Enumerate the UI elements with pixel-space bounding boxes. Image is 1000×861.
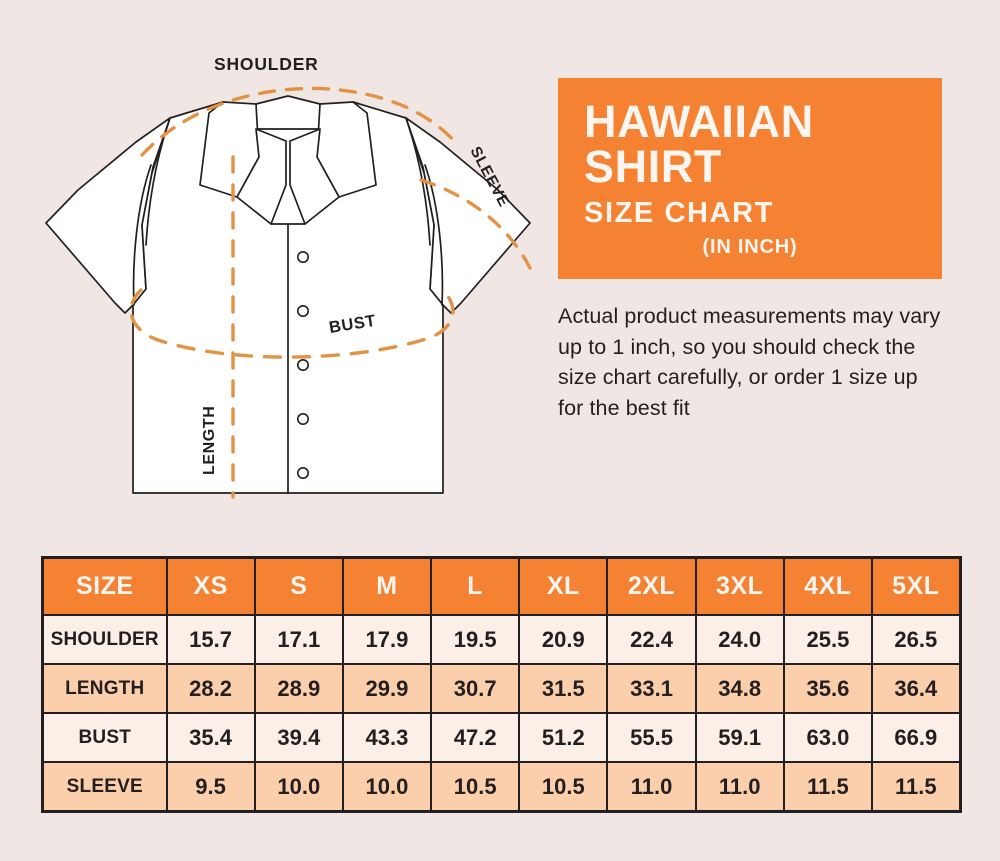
size-table-container: SIZE XS S M L XL 2XL 3XL 4XL 5XL SHOULDE…: [41, 556, 962, 813]
cell-sleeve-xl: 10.5: [518, 761, 609, 813]
bust-measure-line: [129, 288, 455, 359]
header-cell-m: M: [341, 556, 433, 616]
measurement-guides: [129, 86, 532, 499]
cell-shoulder-xs: 15.7: [165, 614, 256, 665]
cell-shoulder-4xl: 25.5: [782, 614, 874, 665]
shirt-outline-group: [45, 95, 531, 494]
table-row: BUST 35.4 39.4 43.3 47.2 51.2 55.5 59.1 …: [41, 712, 962, 763]
cell-bust-s: 39.4: [253, 712, 344, 763]
cell-shoulder-s: 17.1: [253, 614, 344, 665]
cell-length-2xl: 33.1: [606, 663, 697, 714]
button-1: [296, 251, 309, 264]
shirt-diagram: SHOULDER SLEEVE BUST LENGTH: [18, 45, 558, 515]
cell-length-3xl: 34.8: [694, 663, 785, 714]
cell-bust-xl: 51.2: [518, 712, 609, 763]
title-line-hawaiian: HAWAIIAN: [584, 96, 814, 147]
header-cell-s: S: [253, 556, 344, 616]
cell-length-l: 30.7: [430, 663, 521, 714]
size-chart-table: SIZE XS S M L XL 2XL 3XL 4XL 5XL SHOULDE…: [41, 556, 962, 813]
table-header-row: SIZE XS S M L XL 2XL 3XL 4XL 5XL: [41, 556, 962, 616]
row-label-shoulder: SHOULDER: [41, 614, 168, 665]
title-line-size-chart: SIZE CHART: [584, 197, 774, 230]
cell-length-s: 28.9: [253, 663, 344, 714]
header-cell-size: SIZE: [41, 556, 168, 616]
button-4: [296, 412, 309, 425]
button-2: [296, 304, 309, 317]
header-cell-xl: XL: [518, 556, 609, 616]
cell-length-xl: 31.5: [518, 663, 609, 714]
cell-bust-l: 47.2: [430, 712, 521, 763]
cell-length-4xl: 35.6: [782, 663, 874, 714]
cell-bust-3xl: 59.1: [694, 712, 785, 763]
label-length: LENGTH: [201, 406, 218, 475]
cell-sleeve-s: 10.0: [253, 761, 344, 813]
cell-bust-4xl: 63.0: [782, 712, 874, 763]
title-line-unit: (IN INCH): [702, 236, 798, 259]
measurement-note: Actual product measurements may vary up …: [558, 304, 941, 420]
cell-shoulder-l: 19.5: [430, 614, 521, 665]
cell-bust-2xl: 55.5: [606, 712, 697, 763]
top-section: SHOULDER SLEEVE BUST LENGTH HAWAIIAN SHI…: [18, 45, 958, 515]
cell-sleeve-l: 10.5: [430, 761, 521, 813]
cell-shoulder-3xl: 24.0: [694, 614, 785, 665]
cell-bust-5xl: 66.9: [870, 712, 962, 763]
header-cell-xs: XS: [165, 556, 256, 616]
title-line-shirt: SHIRT: [584, 140, 722, 192]
header-cell-l: L: [430, 556, 521, 616]
button-group: [296, 251, 309, 479]
header-cell-2xl: 2XL: [606, 556, 697, 616]
shoulder-measure-line: [140, 86, 460, 157]
cell-shoulder-5xl: 26.5: [870, 614, 962, 665]
cell-sleeve-xs: 9.5: [165, 761, 256, 813]
table-row: SHOULDER 15.7 17.1 17.9 19.5 20.9 22.4 2…: [41, 614, 962, 665]
cell-bust-m: 43.3: [341, 712, 433, 763]
header-cell-5xl: 5XL: [870, 556, 962, 616]
header-cell-3xl: 3XL: [694, 556, 785, 616]
cell-bust-xs: 35.4: [165, 712, 256, 763]
cell-sleeve-3xl: 11.0: [694, 761, 785, 813]
label-shoulder: SHOULDER: [214, 54, 319, 74]
left-shoulder-seam: [145, 117, 171, 246]
row-label-bust: BUST: [41, 712, 168, 763]
cell-sleeve-2xl: 11.0: [606, 761, 697, 813]
button-5: [296, 466, 309, 479]
header-cell-4xl: 4XL: [782, 556, 874, 616]
cell-sleeve-4xl: 11.5: [782, 761, 874, 813]
cell-sleeve-m: 10.0: [341, 761, 433, 813]
cell-shoulder-m: 17.9: [341, 614, 433, 665]
row-label-sleeve: SLEEVE: [41, 761, 168, 813]
cell-length-5xl: 36.4: [870, 663, 962, 714]
cell-length-xs: 28.2: [165, 663, 256, 714]
right-armhole-seam: [424, 164, 444, 306]
cell-length-m: 29.9: [341, 663, 433, 714]
right-shoulder-seam: [405, 117, 431, 246]
cell-shoulder-xl: 20.9: [518, 614, 609, 665]
info-panel: HAWAIIAN SHIRT SIZE CHART (IN INCH) Actu…: [558, 78, 958, 424]
table-row: SLEEVE 9.5 10.0 10.0 10.5 10.5 11.0 11.0…: [41, 761, 962, 813]
title-card: HAWAIIAN SHIRT SIZE CHART (IN INCH): [558, 78, 942, 280]
cell-shoulder-2xl: 22.4: [606, 614, 697, 665]
cell-sleeve-5xl: 11.5: [870, 761, 962, 813]
left-armhole-seam: [132, 164, 152, 306]
neck-band: [255, 95, 321, 130]
button-3: [296, 358, 309, 371]
table-row: LENGTH 28.2 28.9 29.9 30.7 31.5 33.1 34.…: [41, 663, 962, 714]
row-label-length: LENGTH: [41, 663, 168, 714]
